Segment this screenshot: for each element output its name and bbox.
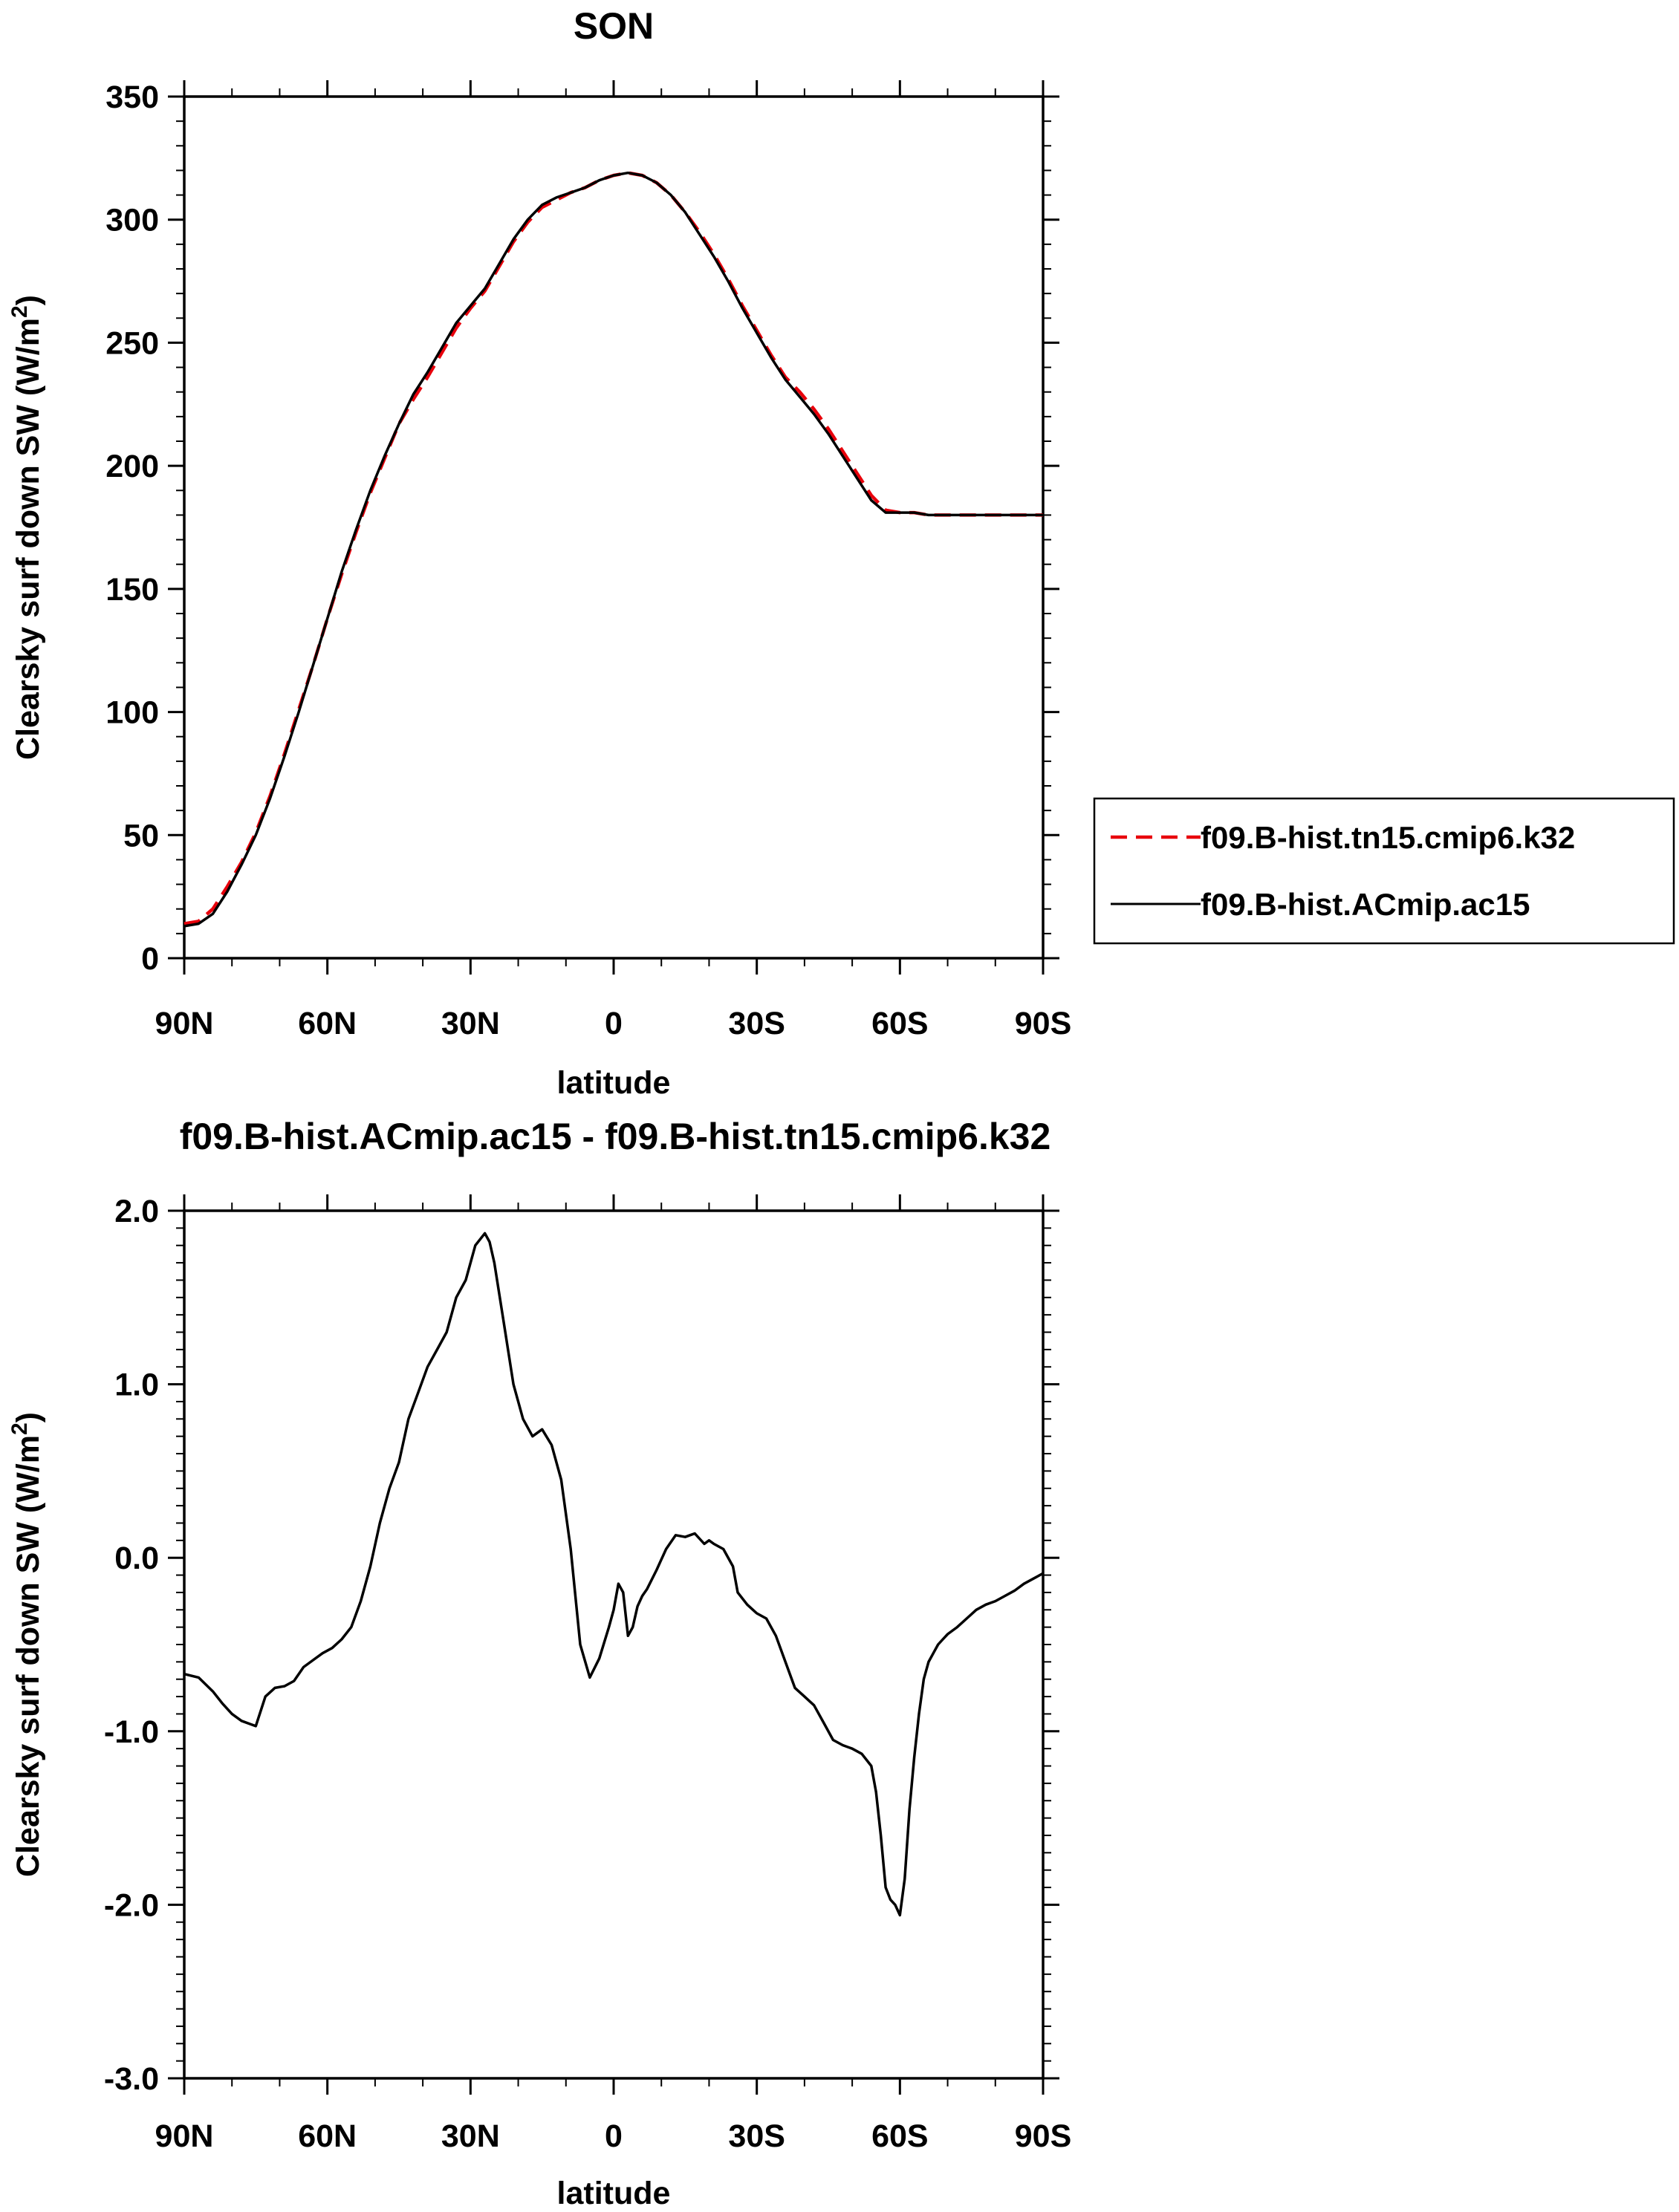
x-axis-label: latitude xyxy=(557,2176,671,2211)
x-tick-label: 30S xyxy=(728,2118,785,2154)
y-tick-label: -3.0 xyxy=(104,2061,159,2097)
series-line-0 xyxy=(184,171,1043,926)
x-tick-label: 30S xyxy=(728,1006,785,1041)
x-tick-label: 90S xyxy=(1015,1006,1072,1041)
x-tick-label: 0 xyxy=(605,1006,623,1041)
plot-frame xyxy=(183,1209,1045,2080)
x-tick-label: 60N xyxy=(298,1006,357,1041)
chart-title: SON xyxy=(574,5,654,47)
y-tick-label: 50 xyxy=(123,818,159,853)
chart-difference: f09.B-hist.ACmip.ac15 - f09.B-hist.tn15.… xyxy=(7,1116,1071,2211)
y-tick-label: 250 xyxy=(105,325,159,361)
x-tick-label: 30N xyxy=(441,1006,500,1041)
y-tick-label: 300 xyxy=(105,203,159,238)
x-tick-label: 0 xyxy=(605,2118,623,2154)
y-tick-label: 100 xyxy=(105,695,159,731)
y-axis-label: Clearsky surf down SW (W/m2) xyxy=(7,295,46,760)
y-tick-label: 0.0 xyxy=(114,1541,159,1576)
plot-frame xyxy=(183,95,1045,960)
x-tick-label: 60S xyxy=(871,1006,929,1041)
chart-zonal-mean: SON 0 50 100 150 200 250 300 350 90N 60N 30N 0 30S 60S… xyxy=(7,5,1675,1101)
x-tick-label: 60S xyxy=(871,2118,929,2154)
y-tick-label: 0 xyxy=(141,941,159,977)
y-tick-label: -1.0 xyxy=(104,1714,159,1750)
y-tick-label: -2.0 xyxy=(104,1887,159,1923)
y-tick-label: 350 xyxy=(105,79,159,115)
legend-label: f09.B-hist.ACmip.ac15 xyxy=(1201,887,1530,922)
chart-title: f09.B-hist.ACmip.ac15 - f09.B-hist.tn15.… xyxy=(180,1116,1051,1157)
series-line-1 xyxy=(184,171,1043,928)
y-tick-label: 200 xyxy=(105,449,159,484)
x-tick-label: 90N xyxy=(155,2118,214,2154)
x-tick-label: 90N xyxy=(155,1006,214,1041)
series-line-0 xyxy=(184,1232,1044,1917)
y-tick-label: 1.0 xyxy=(114,1367,159,1403)
x-tick-label: 30N xyxy=(441,2118,500,2154)
x-axis-label: latitude xyxy=(557,1065,671,1101)
y-axis-label: Clearsky surf down SW (W/m2) xyxy=(7,1412,46,1877)
legend-label: f09.B-hist.tn15.cmip6.k32 xyxy=(1201,820,1575,855)
y-tick-label: 2.0 xyxy=(114,1194,159,1229)
y-tick-label: 150 xyxy=(105,572,159,608)
x-tick-label: 90S xyxy=(1015,2118,1072,2154)
legend-box xyxy=(1093,797,1675,945)
x-tick-label: 60N xyxy=(298,2118,357,2154)
